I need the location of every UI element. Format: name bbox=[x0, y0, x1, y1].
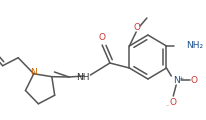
Text: O: O bbox=[99, 33, 106, 42]
Text: +: + bbox=[178, 76, 184, 81]
Text: O: O bbox=[170, 98, 177, 107]
Text: ⁻: ⁻ bbox=[166, 105, 169, 110]
Text: O: O bbox=[190, 75, 197, 84]
Text: NH: NH bbox=[76, 72, 89, 81]
Text: N: N bbox=[173, 75, 180, 84]
Text: O: O bbox=[134, 24, 141, 33]
Text: NH₂: NH₂ bbox=[186, 42, 203, 51]
Text: N: N bbox=[30, 68, 37, 77]
